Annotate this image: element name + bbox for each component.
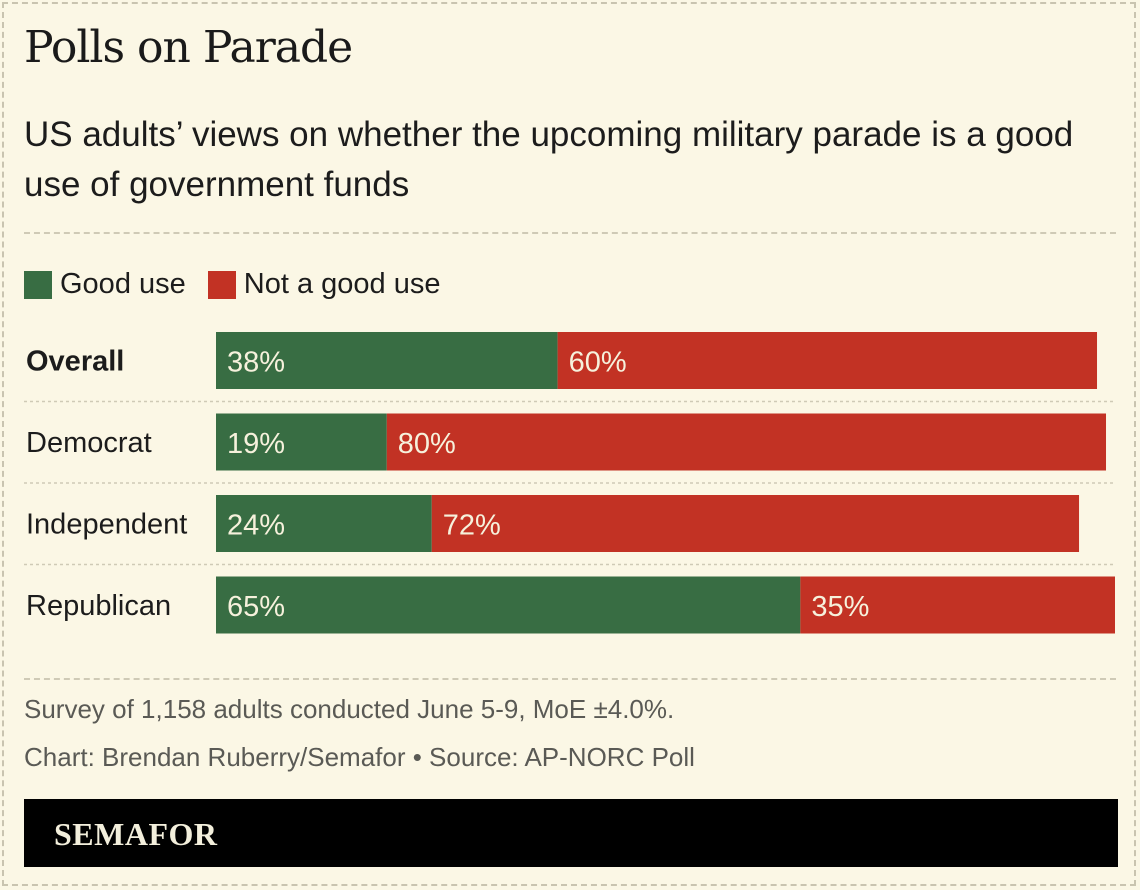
value-label-republican-not-a-good-use: 35% <box>811 591 869 623</box>
bar-republican-not-a-good-use <box>800 576 1115 634</box>
legend-label-good-use: Good use <box>60 268 186 300</box>
bar-democrat-good-use <box>216 413 387 471</box>
footer-bar: SEMAFOR <box>24 799 1118 867</box>
legend-item-not-good-use: Not a good use <box>207 268 441 301</box>
survey-note: Survey of 1,158 adults conducted June 5-… <box>24 694 675 724</box>
legend-label-not-good-use: Not a good use <box>243 268 441 300</box>
bar-overall-good-use <box>216 332 558 389</box>
value-label-overall-not-a-good-use: 60% <box>569 347 627 379</box>
bar-independent-good-use <box>216 495 432 552</box>
value-label-independent-good-use: 24% <box>227 510 285 542</box>
legend-swatch-good-use <box>24 270 52 299</box>
value-label-independent-not-a-good-use: 72% <box>443 510 501 542</box>
bar-democrat-not-a-good-use <box>386 413 1107 471</box>
chart-subtitle: US adults’ views on whether the upcoming… <box>24 115 1074 204</box>
legend-item-good-use: Good use <box>24 268 186 301</box>
chart-title: Polls on Parade <box>24 22 353 73</box>
bar-republican-good-use <box>216 576 801 634</box>
category-label-democrat: Democrat <box>26 427 152 459</box>
bottom-divider <box>24 678 1116 680</box>
value-label-overall-good-use: 38% <box>227 347 285 379</box>
legend: Good use Not a good use <box>24 268 462 301</box>
category-label-overall: Overall <box>26 346 124 378</box>
value-label-democrat-not-a-good-use: 80% <box>398 428 456 460</box>
source-credit: Chart: Brendan Ruberry/Semafor • Source:… <box>24 742 695 772</box>
top-divider <box>24 232 1116 234</box>
value-label-democrat-good-use: 19% <box>227 428 285 460</box>
legend-swatch-not-good-use <box>207 270 236 299</box>
bar-overall-not-a-good-use <box>557 332 1098 389</box>
bar-independent-not-a-good-use <box>431 495 1080 552</box>
category-label-republican: Republican <box>26 590 171 622</box>
semafor-logo: SEMAFOR <box>54 816 218 852</box>
value-label-republican-good-use: 65% <box>227 591 285 623</box>
category-label-independent: Independent <box>26 509 187 541</box>
